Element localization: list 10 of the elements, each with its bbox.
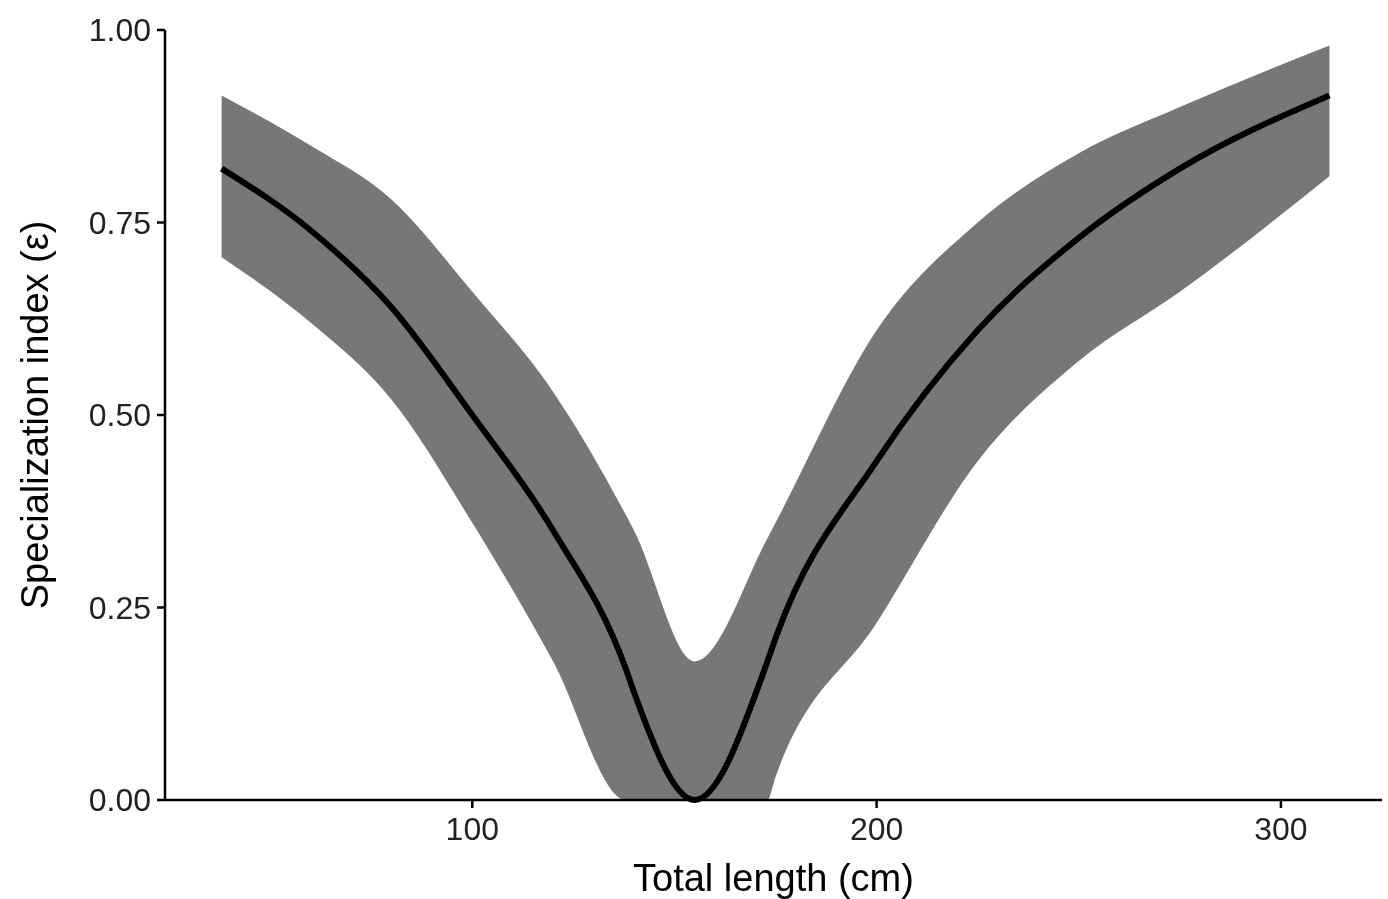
y-tick-label: 0.50 [88, 397, 151, 434]
y-tick-label: 0.00 [88, 782, 151, 819]
x-tick-label: 100 [445, 811, 499, 847]
x-tick-label: 200 [849, 811, 904, 847]
y-tick-label: 0.75 [88, 204, 151, 241]
y-tick-label: 1.00 [88, 12, 151, 49]
x-axis-title: Total length (cm) [633, 857, 914, 899]
x-tick-label: 300 [1254, 811, 1308, 847]
y-tick-label: 0.25 [88, 589, 151, 626]
y-axis-title: Specialization index (ε) [14, 220, 56, 610]
